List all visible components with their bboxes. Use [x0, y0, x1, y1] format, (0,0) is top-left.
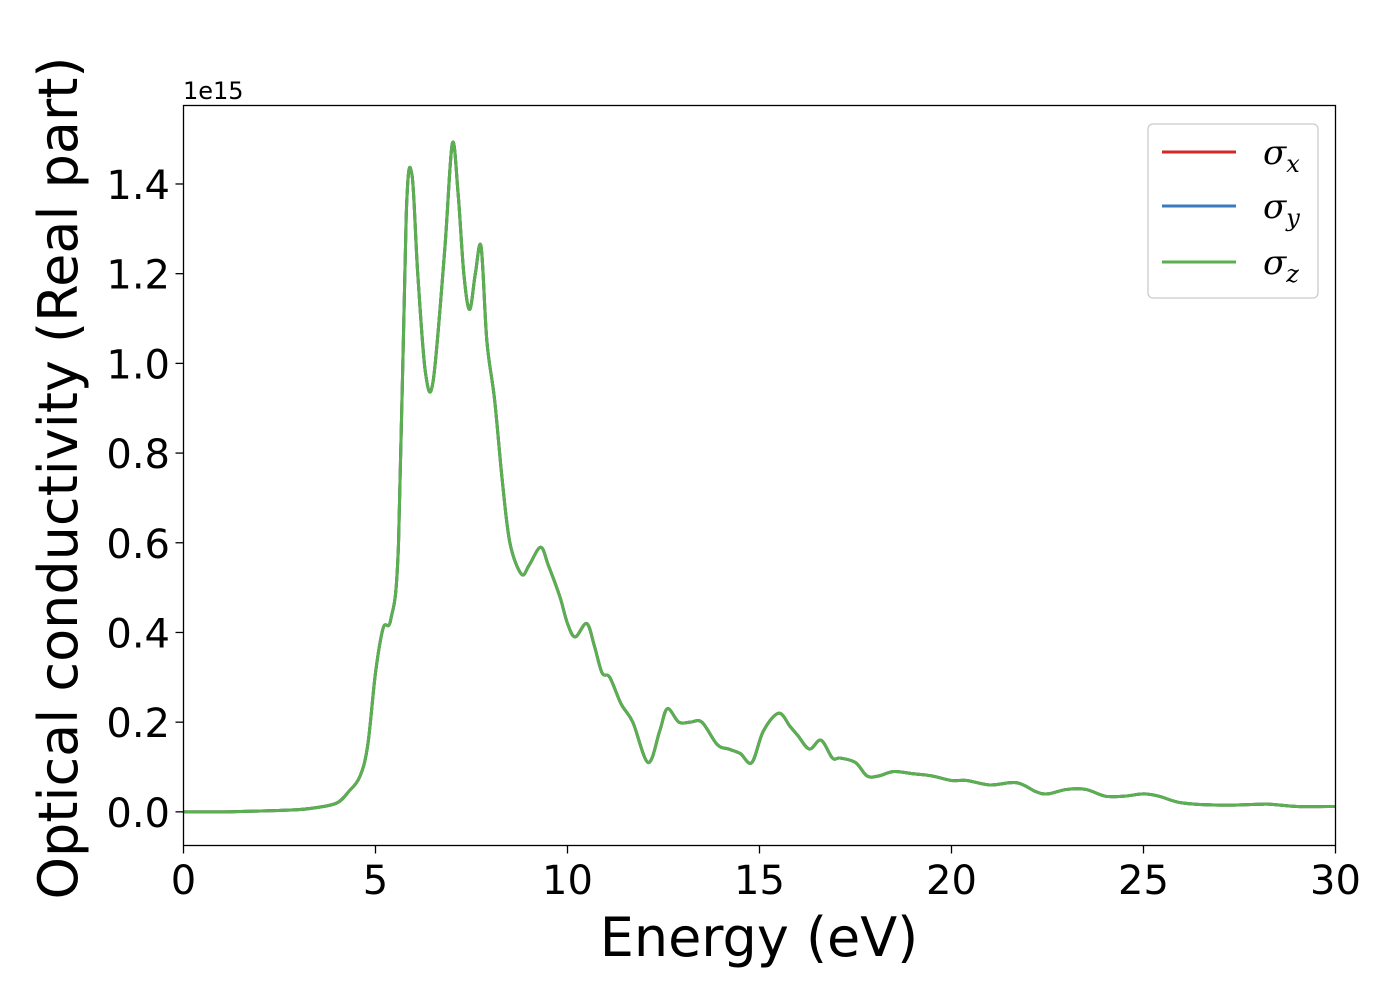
x-tick-label: 20 — [926, 858, 977, 904]
y-offset-text: 1e15 — [183, 77, 244, 105]
series-line-sigma-z — [183, 140, 1336, 814]
x-tick-label: 30 — [1310, 858, 1361, 904]
x-tick-label: 25 — [1118, 858, 1169, 904]
y-axis-label: Optical conductivity (Real part) — [27, 57, 90, 900]
x-tick-label: 15 — [734, 858, 785, 904]
x-axis-label: Energy (eV) — [600, 906, 919, 969]
y-tick-label: 0.8 — [106, 432, 170, 478]
y-tick-label: 1.4 — [106, 163, 170, 209]
x-axis: 0 5 10 15 20 25 30 — [171, 845, 1361, 904]
y-tick-label: 1.2 — [106, 253, 170, 299]
y-tick-label: 0.6 — [106, 522, 170, 568]
x-tick-label: 0 — [171, 858, 196, 904]
y-tick-label: 0.2 — [106, 701, 170, 747]
y-tick-label: 0.4 — [106, 611, 170, 657]
plot-lines — [183, 140, 1336, 814]
y-tick-label: 0.0 — [106, 791, 170, 837]
y-tick-label: 1.0 — [106, 342, 170, 388]
y-axis: 0.0 0.2 0.4 0.6 0.8 1.0 1.2 1.4 — [106, 163, 184, 837]
legend-frame — [1147, 123, 1319, 299]
x-tick-label: 10 — [542, 858, 593, 904]
x-tick-label: 5 — [363, 858, 388, 904]
